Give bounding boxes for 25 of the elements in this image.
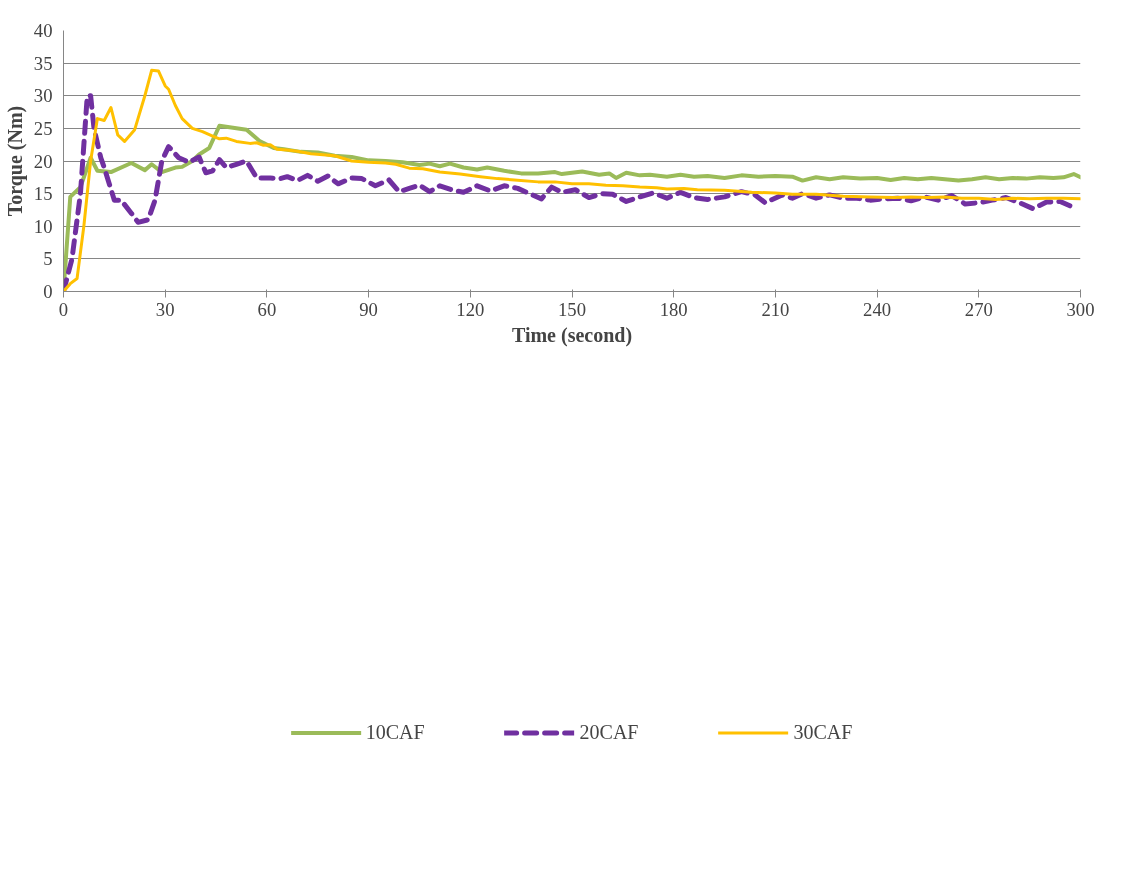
x-tick-label: 150 [558, 298, 586, 320]
legend-label: 30CAF [793, 720, 853, 744]
x-tick-label: 270 [964, 298, 993, 320]
x-axis-title: Time (second) [511, 323, 633, 347]
y-tick-label: 35 [33, 52, 53, 74]
x-tick-label: 30 [155, 298, 175, 320]
y-tick-label: 15 [33, 183, 53, 205]
y-tick-label: 0 [43, 281, 53, 302]
x-tick-label: 60 [257, 298, 277, 320]
y-tick-label: 5 [43, 248, 53, 270]
x-tick-label: 240 [863, 298, 892, 320]
x-tick-label: 300 [1066, 298, 1095, 320]
legend-label: 10CAF [365, 720, 425, 744]
y-tick-label: 25 [33, 117, 53, 139]
y-tick-label: 20 [33, 150, 53, 172]
y-axis-title: Torque (Nm) [3, 105, 27, 217]
x-tick-label: 180 [659, 298, 688, 320]
x-tick-label: 120 [456, 298, 485, 320]
x-tick-label: 0 [58, 298, 69, 320]
y-tick-label: 10 [33, 215, 53, 237]
legend-label: 20CAF [579, 720, 639, 744]
y-tick-label: 30 [33, 85, 53, 107]
y-tick-label: 40 [33, 20, 53, 41]
x-tick-label: 90 [359, 298, 378, 320]
x-tick-label: 210 [761, 298, 790, 320]
